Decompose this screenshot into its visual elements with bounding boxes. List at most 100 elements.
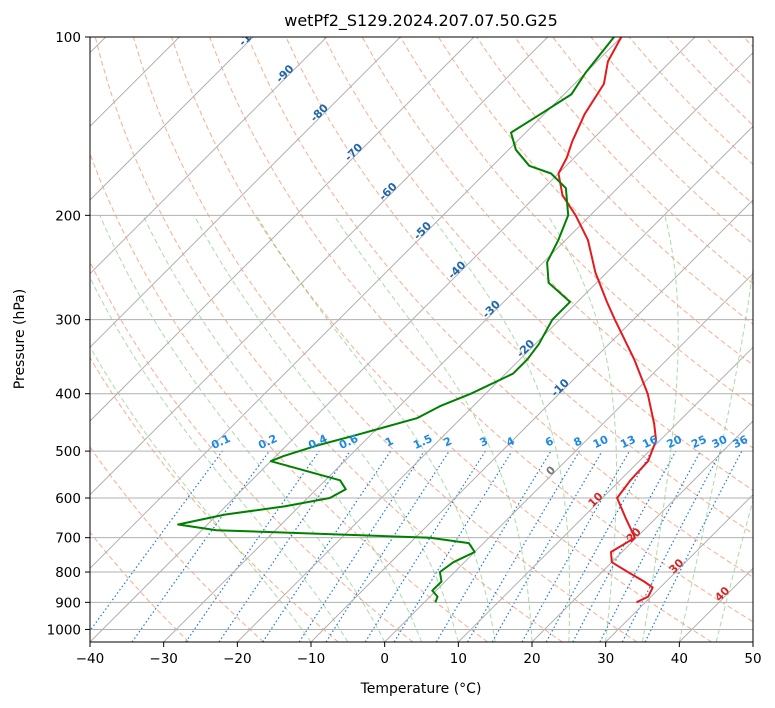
y-tick-label: 500 — [55, 444, 81, 460]
y-tick-label: 600 — [55, 491, 81, 507]
dry-adiabat-line — [90, 356, 339, 642]
y-tick-label: 800 — [55, 565, 81, 581]
dry-adiabat-line — [666, 37, 753, 126]
dry-adiabat-line — [323, 37, 753, 491]
mixing-ratio-label: 25 — [689, 433, 708, 451]
dry-adiabat-line — [90, 152, 488, 642]
plot-frame — [89, 36, 754, 643]
mixing-ratio-label: 10 — [591, 433, 611, 451]
mixing-ratio-line — [262, 450, 392, 642]
mixing-ratio-label: 2 — [442, 434, 454, 449]
y-tick-label: 100 — [55, 30, 81, 46]
moist-adiabat-line — [255, 215, 496, 642]
mixing-ratio-line — [466, 450, 580, 642]
dry-adiabat-line — [437, 37, 753, 366]
isotherm-line — [384, 272, 753, 642]
dry-adiabat-line — [132, 37, 638, 642]
mixing-ratio-line — [185, 450, 320, 642]
moist-adiabat-line — [547, 215, 617, 642]
moist-adiabat-line — [193, 215, 459, 642]
y-tick-label: 900 — [55, 595, 81, 611]
dry-adiabat-line — [171, 37, 712, 642]
x-tick-label: −40 — [76, 651, 105, 667]
moist-adiabat-line — [99, 215, 386, 642]
isotherm-line — [90, 37, 401, 349]
mixing-ratio-line — [90, 450, 223, 632]
dry-adiabat-line — [247, 37, 753, 578]
dry-adiabat-line — [90, 446, 264, 642]
mixing-ratio-label: 3 — [478, 434, 490, 449]
moist-adiabat-line — [642, 215, 679, 642]
mixing-ratio-label: 8 — [572, 434, 584, 449]
isotherm-line — [90, 37, 328, 275]
isotherm-label: -50 — [411, 219, 434, 242]
isotherm-label: 40 — [712, 584, 732, 604]
dry-adiabat-line — [590, 37, 753, 205]
isotherm-line — [90, 37, 696, 642]
y-axis-label: Pressure (hPa) — [12, 289, 28, 389]
mixing-ratio-line — [298, 450, 425, 642]
isotherm-label: 10 — [586, 490, 606, 510]
mixing-ratio-line — [393, 450, 513, 642]
isotherm-label: -70 — [342, 140, 365, 163]
dry-adiabat-line — [552, 37, 753, 245]
mixing-ratio-label: 30 — [710, 433, 730, 451]
mixing-ratio-label: 13 — [618, 433, 637, 451]
isotherm-line — [90, 37, 622, 570]
isotherm-label: -90 — [273, 62, 296, 85]
x-axis-label: Temperature (°C) — [360, 681, 482, 697]
x-tick-label: −20 — [223, 651, 252, 667]
dry-adiabat-line — [285, 37, 753, 535]
moist-adiabat-line — [333, 215, 533, 642]
dry-adiabat-line — [209, 37, 753, 623]
mixing-ratio-label: 20 — [665, 433, 685, 451]
x-tick-label: 10 — [450, 651, 467, 667]
isotherm-line — [163, 51, 753, 642]
mixing-ratio-label: 1 — [383, 434, 395, 449]
isotherm-label: -40 — [445, 258, 468, 281]
x-tick-label: 20 — [523, 651, 540, 667]
mixing-ratio-line — [435, 450, 552, 642]
mixing-ratio-label: 16 — [640, 433, 660, 451]
x-tick-label: −10 — [297, 651, 326, 667]
temperature-profile-line — [557, 37, 658, 604]
y-tick-label: 1000 — [47, 622, 81, 638]
isotherm-label: -30 — [480, 298, 503, 321]
x-tick-label: 40 — [671, 651, 688, 667]
mixing-ratio-label: 0.1 — [209, 432, 232, 452]
y-tick-label: 700 — [55, 531, 81, 547]
isotherm-line — [605, 493, 753, 642]
mixing-ratio-line — [325, 450, 450, 642]
isotherm-line — [531, 420, 753, 642]
mixing-ratio-line — [572, 450, 677, 642]
y-tick-label: 200 — [55, 208, 81, 224]
isotherm-label: -80 — [308, 101, 331, 124]
isotherm-label: -60 — [377, 180, 400, 203]
isotherm-line — [678, 567, 753, 642]
x-tick-label: 30 — [597, 651, 614, 667]
isotherm-line — [90, 37, 475, 422]
mixing-ratio-line — [644, 450, 743, 642]
mixing-ratio-label: 0.4 — [306, 432, 329, 452]
isotherm-line — [236, 125, 753, 642]
x-tick-label: 50 — [744, 651, 761, 667]
isotherm-label: -100 — [236, 20, 265, 49]
moist-adiabat-line — [430, 215, 571, 642]
moist-adiabat-line — [90, 345, 312, 642]
mixing-ratio-line — [545, 450, 653, 642]
moist-adiabat-line — [715, 498, 753, 642]
mixing-ratio-line — [621, 450, 722, 642]
dry-adiabat-line — [90, 260, 414, 642]
moist-adiabat-line — [142, 215, 422, 642]
isotherm-line — [90, 37, 549, 496]
moist-adiabat-line — [678, 265, 753, 642]
dewpoint-profile-line — [177, 37, 615, 603]
dry-adiabat-line — [514, 37, 753, 285]
mixing-ratio-line — [131, 450, 270, 642]
isotherm-line — [90, 37, 254, 201]
x-tick-label: 0 — [380, 651, 389, 667]
isotherm-label: 30 — [666, 556, 686, 576]
mixing-ratio-line — [599, 450, 702, 642]
mixing-ratio-label: 36 — [731, 433, 751, 451]
